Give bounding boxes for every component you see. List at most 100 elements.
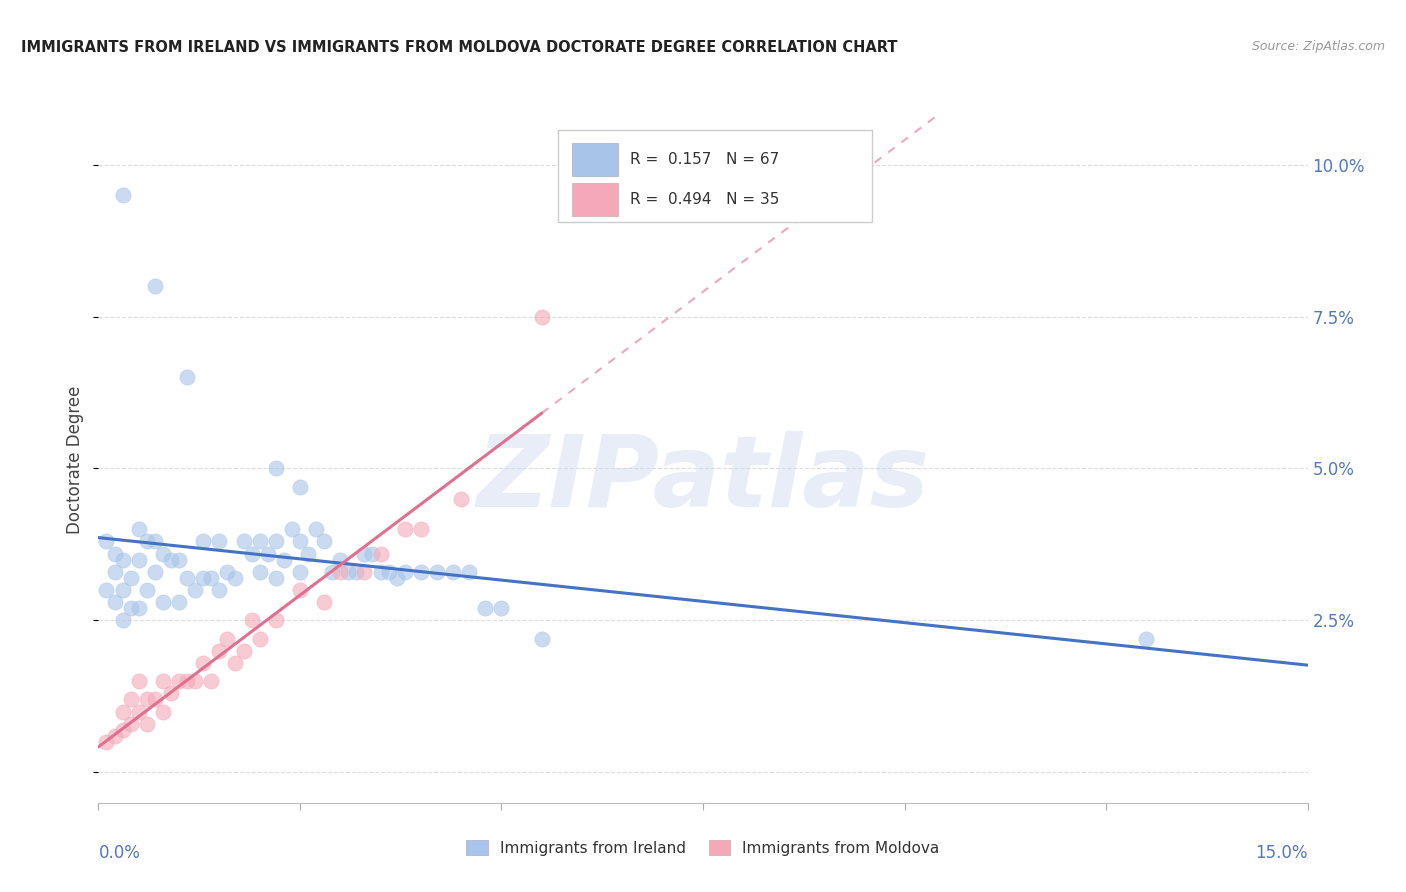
Point: [240, 614, 263, 628]
Point: [314, 595, 336, 609]
Point: [474, 601, 496, 615]
Point: [1135, 632, 1157, 646]
Point: [152, 595, 174, 609]
Point: [152, 705, 174, 719]
Point: [135, 692, 157, 706]
Point: [193, 571, 215, 585]
Text: 0.0%: 0.0%: [98, 844, 141, 862]
Point: [385, 571, 408, 585]
Point: [128, 552, 150, 566]
Point: [394, 522, 416, 536]
Point: [249, 534, 271, 549]
Point: [176, 370, 198, 384]
Point: [200, 571, 222, 585]
Point: [120, 716, 142, 731]
Point: [353, 547, 375, 561]
Point: [135, 534, 157, 549]
Point: [370, 565, 392, 579]
Point: [273, 552, 295, 566]
Y-axis label: Doctorate Degree: Doctorate Degree: [66, 385, 84, 533]
Point: [96, 534, 118, 549]
Point: [135, 716, 157, 731]
Point: [103, 729, 125, 743]
Point: [450, 491, 472, 506]
Text: R =  0.157   N = 67: R = 0.157 N = 67: [630, 152, 780, 167]
Point: [337, 565, 360, 579]
Point: [208, 534, 231, 549]
Point: [120, 571, 142, 585]
Text: 15.0%: 15.0%: [1256, 844, 1308, 862]
Point: [111, 614, 134, 628]
Point: [329, 552, 352, 566]
Point: [232, 534, 254, 549]
Point: [264, 461, 287, 475]
FancyBboxPatch shape: [572, 183, 619, 216]
Point: [128, 674, 150, 689]
Point: [103, 565, 125, 579]
Point: [353, 565, 375, 579]
Point: [361, 547, 384, 561]
Point: [167, 552, 190, 566]
Point: [167, 595, 190, 609]
Point: [264, 614, 287, 628]
Point: [288, 534, 311, 549]
Text: ZIPatlas: ZIPatlas: [477, 432, 929, 528]
Text: Source: ZipAtlas.com: Source: ZipAtlas.com: [1251, 40, 1385, 54]
Legend: Immigrants from Ireland, Immigrants from Moldova: Immigrants from Ireland, Immigrants from…: [461, 836, 945, 861]
Point: [256, 547, 278, 561]
Point: [224, 571, 246, 585]
Point: [103, 595, 125, 609]
Point: [143, 692, 166, 706]
Point: [120, 692, 142, 706]
Point: [96, 583, 118, 598]
Text: R =  0.494   N = 35: R = 0.494 N = 35: [630, 192, 780, 207]
Point: [329, 565, 352, 579]
Point: [264, 571, 287, 585]
FancyBboxPatch shape: [558, 129, 872, 222]
Point: [409, 522, 432, 536]
Point: [152, 674, 174, 689]
Point: [111, 723, 134, 737]
Point: [111, 188, 134, 202]
Point: [409, 565, 432, 579]
Point: [314, 534, 336, 549]
Point: [208, 644, 231, 658]
Point: [264, 534, 287, 549]
Point: [394, 565, 416, 579]
Point: [426, 565, 449, 579]
Point: [530, 632, 553, 646]
Point: [441, 565, 464, 579]
Point: [135, 583, 157, 598]
Point: [458, 565, 481, 579]
Point: [321, 565, 343, 579]
Point: [128, 522, 150, 536]
Point: [491, 601, 513, 615]
Point: [370, 547, 392, 561]
Point: [240, 547, 263, 561]
Point: [224, 656, 246, 670]
Point: [96, 735, 118, 749]
Point: [288, 583, 311, 598]
Point: [530, 310, 553, 324]
Point: [200, 674, 222, 689]
Point: [184, 674, 207, 689]
Point: [152, 547, 174, 561]
Point: [143, 534, 166, 549]
Point: [193, 656, 215, 670]
Point: [143, 565, 166, 579]
Point: [167, 674, 190, 689]
Point: [193, 534, 215, 549]
FancyBboxPatch shape: [572, 143, 619, 176]
Point: [111, 705, 134, 719]
Point: [288, 480, 311, 494]
Point: [111, 583, 134, 598]
Point: [128, 705, 150, 719]
Point: [344, 565, 367, 579]
Text: IMMIGRANTS FROM IRELAND VS IMMIGRANTS FROM MOLDOVA DOCTORATE DEGREE CORRELATION : IMMIGRANTS FROM IRELAND VS IMMIGRANTS FR…: [21, 40, 897, 55]
Point: [143, 279, 166, 293]
Point: [305, 522, 328, 536]
Point: [208, 583, 231, 598]
Point: [249, 565, 271, 579]
Point: [184, 583, 207, 598]
Point: [232, 644, 254, 658]
